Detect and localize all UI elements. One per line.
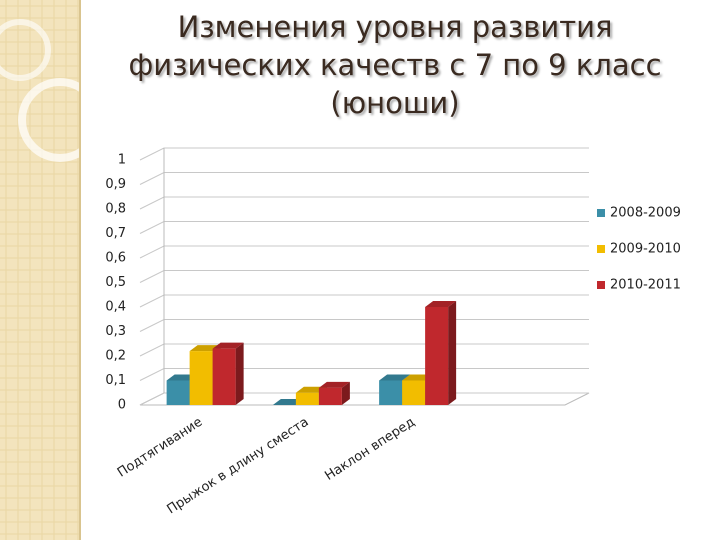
bar-face: [318, 387, 342, 405]
legend-swatch: [597, 245, 605, 253]
bar-face: [379, 380, 403, 405]
y-tick-label: 0,5: [105, 275, 126, 290]
grid-line: [139, 221, 589, 234]
bar: [318, 381, 350, 405]
y-tick-label: 0,3: [105, 324, 126, 339]
bar-face: [295, 392, 319, 405]
bar: [212, 342, 244, 405]
grid-line: [139, 172, 589, 185]
y-tick-label: 0,7: [105, 226, 126, 241]
grid-line: [139, 270, 589, 283]
grid-line: [139, 319, 589, 332]
legend-label: 2010-2011: [610, 278, 681, 293]
y-tick-label: 0,4: [105, 300, 126, 315]
bar-face: [425, 301, 457, 307]
y-tick-label: 1: [118, 153, 126, 168]
bar-face: [379, 374, 411, 381]
grid-line: [139, 245, 589, 259]
y-tick-label: 0,1: [105, 373, 126, 388]
bar-face: [189, 351, 213, 405]
bar: [425, 301, 457, 405]
bar-face: [402, 380, 426, 405]
grid-line: [139, 147, 589, 161]
bar-face: [212, 348, 236, 405]
bar-face: [235, 342, 244, 405]
grid-line: [139, 294, 589, 308]
chart-title: Изменения уровня развития физических кач…: [128, 10, 662, 120]
decor-circle: [0, 19, 51, 81]
bar-face: [341, 381, 350, 405]
grid-line: [139, 196, 589, 210]
bar-face: [425, 307, 449, 405]
bar-face: [166, 380, 190, 405]
y-tick-label: 0: [118, 398, 126, 413]
y-tick-label: 0,9: [105, 177, 126, 192]
legend-swatch: [597, 281, 605, 289]
y-tick-label: 0,2: [105, 349, 126, 364]
y-tick-label: 0,6: [105, 251, 126, 266]
y-tick-label: 0,8: [105, 202, 126, 217]
legend-swatch: [597, 209, 605, 217]
bar-face: [448, 301, 457, 405]
x-tick-label: Подтягивание: [115, 415, 205, 481]
legend-label: 2009-2010: [610, 242, 681, 257]
x-tick-label: Наклон вперед: [322, 415, 417, 484]
legend-label: 2008-2009: [610, 206, 681, 221]
bar-face: [212, 342, 244, 349]
bar-face: [318, 381, 350, 388]
decor-circle: [18, 78, 102, 162]
